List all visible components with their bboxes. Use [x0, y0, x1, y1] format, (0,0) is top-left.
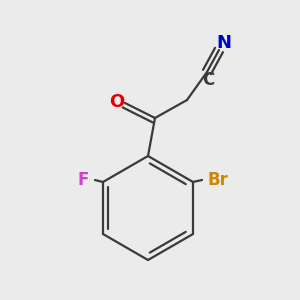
Text: O: O — [110, 93, 124, 111]
Text: F: F — [77, 171, 89, 189]
Text: C: C — [202, 71, 214, 89]
Text: Br: Br — [208, 171, 229, 189]
Text: N: N — [217, 34, 232, 52]
